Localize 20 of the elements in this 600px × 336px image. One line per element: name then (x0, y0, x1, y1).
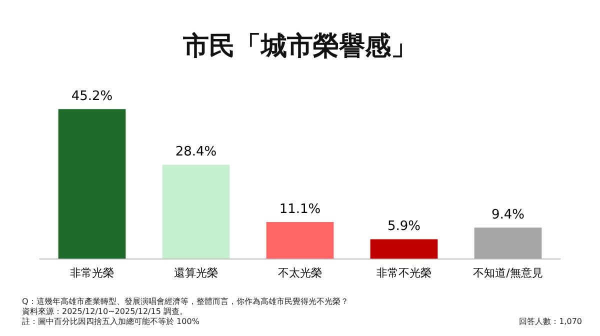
source-note: 資料來源：2025/12/10~2025/12/15 調查。 (22, 307, 188, 316)
text: 註：圖中百分比因四捨五入加總可能不等於 100% (22, 317, 200, 326)
x-tick-label: 不太光榮 (278, 266, 322, 280)
data-label: 5.9% (387, 219, 421, 234)
bar (58, 109, 126, 259)
data-label: 28.4% (175, 144, 217, 160)
text: 回答人數：1,070 (519, 317, 582, 326)
x-tick-label: 還算光榮 (174, 266, 218, 280)
data-label: 11.1% (279, 202, 321, 217)
chart-title: 市民「城市榮譽感」 (182, 31, 417, 62)
x-tick-label: 非常不光榮 (376, 266, 432, 280)
x-tick-label: 不知道/無意見 (473, 266, 543, 280)
data-label: 9.4% (491, 208, 525, 223)
text: Q：這幾年高雄市產業轉型、發展演唱會經濟等，整體而言，你作為高雄市民覺得光不光榮？ (22, 297, 348, 306)
bar (162, 164, 230, 259)
bar (266, 222, 334, 259)
bar (370, 239, 438, 259)
bar (474, 228, 542, 259)
x-tick-label: 非常光榮 (70, 266, 114, 280)
data-label: 45.2% (71, 88, 113, 104)
